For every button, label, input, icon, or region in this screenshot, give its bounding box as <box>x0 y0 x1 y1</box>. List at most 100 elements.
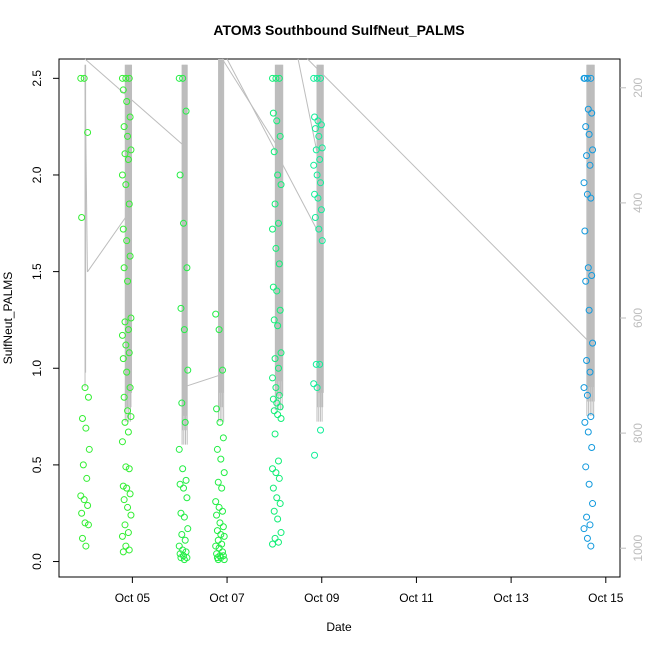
data-point <box>217 455 225 463</box>
data-point <box>269 540 277 548</box>
data-point <box>127 314 135 322</box>
data-point <box>177 509 185 517</box>
data-point <box>586 368 594 376</box>
x-axis-label: Date <box>326 620 352 634</box>
pressure-trace-segment <box>297 58 319 157</box>
data-point <box>118 331 126 339</box>
data-point <box>275 474 283 482</box>
data-point <box>215 326 223 334</box>
data-point <box>584 428 592 436</box>
data-point <box>314 117 322 125</box>
data-point <box>269 74 277 82</box>
data-point <box>271 430 279 438</box>
data-point <box>318 237 326 245</box>
data-point <box>312 360 320 368</box>
data-point <box>274 171 282 179</box>
data-point <box>273 117 281 125</box>
data-point <box>274 515 282 523</box>
data-point <box>176 171 184 179</box>
data-point <box>274 411 282 419</box>
pressure-trace-segment <box>307 58 589 342</box>
data-point <box>271 534 279 542</box>
data-point <box>586 161 594 169</box>
data-point <box>315 132 323 140</box>
data-point <box>123 237 131 245</box>
data-point <box>212 498 220 506</box>
data-point <box>311 125 319 133</box>
data-point <box>176 550 184 558</box>
data-point <box>313 384 321 392</box>
data-point <box>121 521 129 529</box>
y-tick-label: 2.0 <box>30 166 44 183</box>
data-point <box>220 469 228 477</box>
data-point <box>313 74 321 82</box>
y2-tick-label: 200 <box>631 77 645 97</box>
data-point <box>215 544 223 552</box>
data-point <box>175 445 183 453</box>
data-point <box>276 306 284 314</box>
y-tick-label: 1.0 <box>30 360 44 377</box>
data-point <box>273 287 281 295</box>
data-point <box>127 146 135 154</box>
data-point <box>315 225 323 233</box>
data-point <box>274 538 282 546</box>
data-point <box>583 391 591 399</box>
data-point <box>212 310 220 318</box>
data-point <box>125 546 133 554</box>
data-point <box>180 513 188 521</box>
data-point <box>122 74 130 82</box>
data-point <box>218 484 226 492</box>
y2-tick-label: 600 <box>631 308 645 328</box>
data-point <box>588 444 596 451</box>
data-point <box>272 384 280 392</box>
data-point <box>586 521 594 529</box>
data-point <box>122 463 130 471</box>
data-point <box>583 74 591 82</box>
y-tick-label: 0.0 <box>30 553 44 570</box>
data-point <box>122 542 130 550</box>
data-point <box>276 403 284 411</box>
data-point <box>124 529 132 537</box>
data-point <box>118 532 126 540</box>
y-tick-label: 2.5 <box>30 70 44 87</box>
x-tick-label: Oct 15 <box>588 591 624 605</box>
data-point <box>585 480 593 488</box>
data-point <box>179 74 187 82</box>
data-point <box>583 152 591 160</box>
data-point <box>274 364 282 372</box>
data-point <box>219 366 227 374</box>
data-point <box>124 407 132 415</box>
data-point <box>178 399 186 407</box>
data-point <box>213 445 221 453</box>
data-point <box>119 355 127 363</box>
data-point <box>314 194 322 202</box>
data-point <box>126 490 134 498</box>
data-point <box>214 536 222 544</box>
data-point <box>181 536 189 544</box>
data-point <box>310 74 318 82</box>
data-point <box>269 395 277 403</box>
data-point <box>82 542 90 550</box>
data-point <box>317 121 325 129</box>
data-point <box>125 465 133 473</box>
x-tick-label: Oct 07 <box>209 591 245 605</box>
data-point <box>587 413 595 421</box>
data-point <box>311 213 319 221</box>
data-point <box>580 179 588 187</box>
data-point <box>588 109 596 117</box>
data-point <box>124 428 132 436</box>
data-point <box>121 318 129 326</box>
x-axis: Oct 05 Oct 07 Oct 09 Oct 11 Oct 13 Oct 15 <box>115 577 624 605</box>
data-point <box>176 480 184 488</box>
data-point <box>123 368 131 376</box>
data-point <box>580 525 588 533</box>
secondary-y-axis: 200 400 600 800 1000 <box>620 77 645 562</box>
pressure-trace-segment <box>183 375 219 388</box>
data-point <box>270 407 278 415</box>
data-point <box>269 283 277 291</box>
data-point <box>119 225 127 233</box>
data-point <box>122 181 130 189</box>
data-point <box>588 271 596 279</box>
data-point <box>82 424 90 432</box>
